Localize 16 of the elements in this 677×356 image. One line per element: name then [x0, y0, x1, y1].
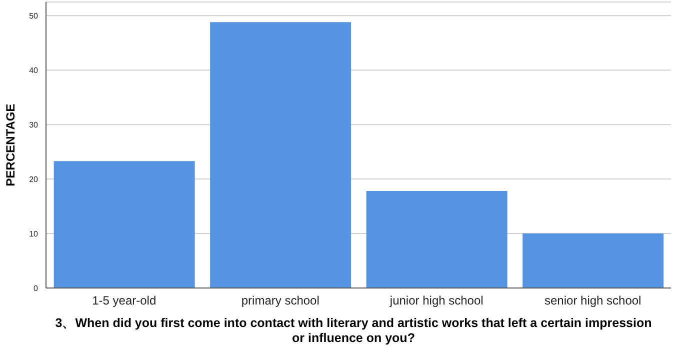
y-tick-label: 50 — [29, 11, 39, 20]
bar — [366, 191, 508, 288]
x-tick-label: 1-5 year-old — [92, 294, 156, 308]
bar — [522, 234, 664, 288]
x-tick-label: primary school — [241, 294, 320, 308]
x-axis-title: 3、When did you first come into contact with literary and artistic works that left a certain impression or influence on you? — [54, 315, 653, 346]
y-tick-label: 40 — [29, 66, 39, 75]
y-tick-label: 10 — [29, 229, 39, 238]
y-tick-label: 0 — [34, 284, 39, 293]
x-tick-label: junior high school — [388, 294, 484, 308]
y-tick-label: 20 — [29, 174, 39, 184]
bar — [54, 161, 195, 288]
y-tick-label: 30 — [29, 120, 39, 130]
bar — [210, 22, 352, 288]
y-axis-title: PERCENTAGE — [3, 104, 18, 186]
x-tick-label: senior high school — [544, 294, 642, 308]
